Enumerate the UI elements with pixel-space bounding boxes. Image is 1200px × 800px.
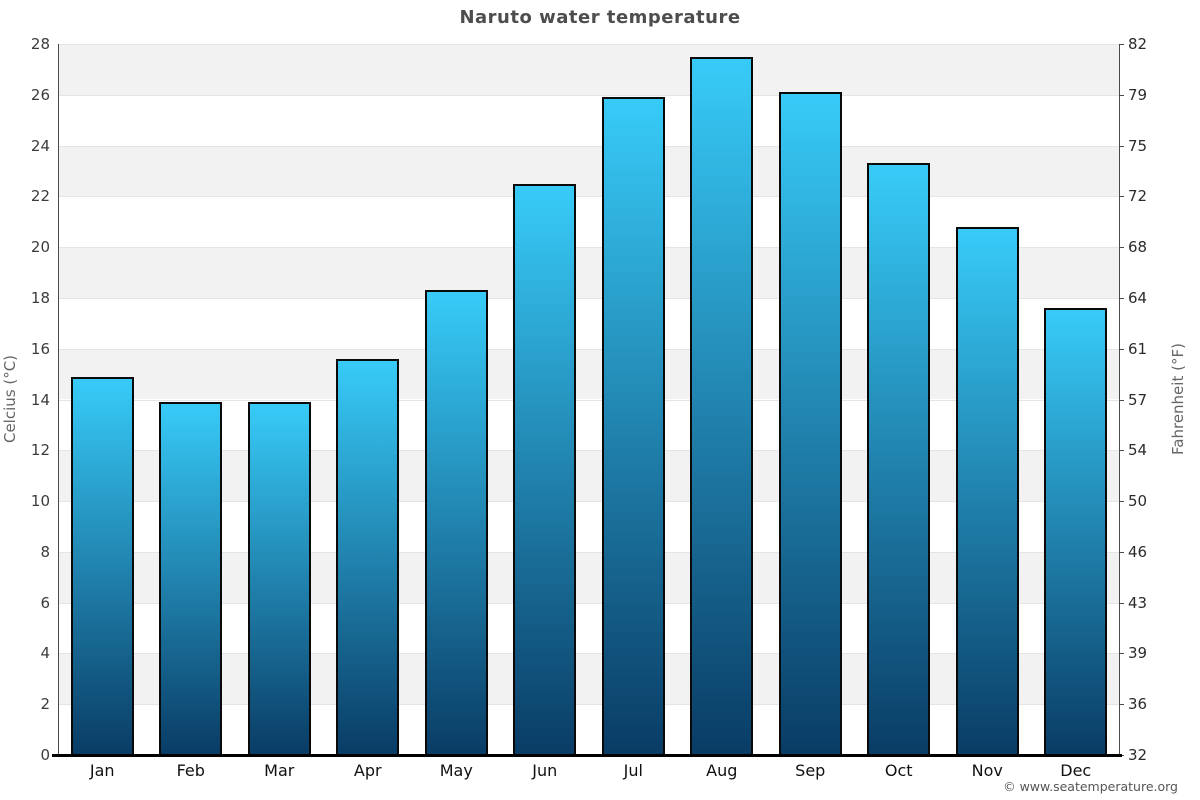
y-tick-left: 28 (30, 35, 50, 53)
y-tick-left: 6 (40, 593, 50, 612)
y-tick-mark (1120, 297, 1124, 299)
y-tick-right: 64 (1128, 288, 1148, 307)
y-axis-right-line (1119, 44, 1120, 755)
x-tick-feb: Feb (176, 761, 205, 780)
y-tick-mark (1120, 704, 1124, 706)
x-tick-may: May (439, 761, 473, 780)
y-tick-right: 43 (1128, 593, 1148, 612)
y-tick-right: 68 (1128, 238, 1148, 257)
y-tick-left: 26 (30, 85, 50, 104)
x-tick-apr: Apr (353, 761, 382, 780)
y-tick-left: 4 (40, 644, 50, 663)
y-tick-left: 20 (30, 238, 50, 257)
y-tick-mark (1120, 94, 1124, 96)
bar-mar (247, 402, 311, 755)
y-axis-left-title: Celcius (°C) (1, 354, 19, 443)
y-tick-right: 54 (1128, 441, 1148, 460)
y-tick-right: 32 (1128, 746, 1148, 764)
x-tick-sep: Sep (795, 761, 826, 780)
y-tick-mark (1120, 602, 1124, 604)
y-tick-mark (1120, 44, 1124, 45)
y-tick-left: 24 (30, 136, 50, 155)
bar-dec (1044, 308, 1108, 755)
bar-oct (867, 163, 931, 755)
y-tick-left: 0 (40, 746, 50, 764)
y-tick-right: 72 (1128, 187, 1148, 206)
chart-title: Naruto water temperature (459, 7, 741, 28)
y-tick-mark (1120, 145, 1124, 147)
bar-aug (690, 56, 754, 755)
x-tick-jan: Jan (89, 761, 115, 780)
y-tick-left: 16 (30, 339, 50, 358)
bar-jun (513, 183, 577, 755)
y-tick-mark (1120, 450, 1124, 452)
y-tick-mark (1120, 348, 1124, 350)
y-tick-mark (1120, 501, 1124, 503)
grid-band (58, 399, 1120, 451)
y-tick-left: 14 (30, 390, 50, 409)
y-tick-right: 57 (1128, 390, 1148, 409)
grid-band (58, 196, 1120, 248)
y-tick-right: 82 (1128, 35, 1148, 53)
y-tick-left: 10 (30, 492, 50, 511)
grid-band (58, 145, 1120, 197)
copyright-text: © www.seatemperature.org (1003, 779, 1178, 794)
y-tick-mark (1120, 196, 1124, 198)
x-tick-aug: Aug (706, 761, 738, 780)
y-tick-right: 79 (1128, 85, 1148, 104)
y-tick-left: 12 (30, 441, 50, 460)
grid-band (58, 551, 1120, 603)
grid-band (58, 602, 1120, 654)
grid-band (58, 653, 1120, 705)
bar-feb (159, 402, 223, 755)
grid-band (58, 94, 1120, 146)
plot-area (58, 44, 1120, 755)
bar-jul (601, 97, 665, 755)
grid-band (58, 247, 1120, 298)
grid-band (58, 450, 1120, 502)
y-tick-mark (1120, 755, 1124, 756)
bar-may (424, 290, 488, 755)
y-tick-right: 36 (1128, 695, 1148, 714)
y-tick-left: 8 (40, 542, 50, 561)
x-tick-nov: Nov (971, 761, 1003, 780)
y-axis-right-title: Fahrenheit (°F) (1169, 342, 1187, 455)
grid-band (58, 297, 1120, 349)
y-tick-left: 2 (40, 695, 50, 714)
bar-sep (778, 92, 842, 755)
y-tick-right: 75 (1128, 136, 1148, 155)
bar-nov (955, 226, 1019, 755)
y-tick-right: 61 (1128, 339, 1148, 358)
y-tick-left: 18 (30, 288, 50, 307)
grid-band (58, 44, 1120, 95)
y-tick-left: 22 (30, 187, 50, 206)
y-tick-mark (1120, 551, 1124, 553)
bar-apr (336, 358, 400, 755)
x-tick-mar: Mar (264, 761, 295, 780)
x-axis-line (52, 754, 1122, 757)
grid-band (58, 348, 1120, 400)
x-tick-jun: Jun (532, 761, 558, 780)
bar-jan (70, 376, 134, 755)
y-tick-right: 46 (1128, 542, 1148, 561)
y-tick-mark (1120, 653, 1124, 655)
x-tick-dec: Dec (1060, 761, 1092, 780)
y-axis-left-line (58, 44, 59, 755)
y-tick-mark (1120, 399, 1124, 401)
grid-band (58, 704, 1120, 755)
x-tick-jul: Jul (623, 761, 643, 780)
y-tick-right: 50 (1128, 492, 1148, 511)
grid-band (58, 501, 1120, 552)
x-tick-oct: Oct (884, 761, 913, 780)
y-tick-right: 39 (1128, 644, 1148, 663)
y-tick-mark (1120, 247, 1124, 249)
